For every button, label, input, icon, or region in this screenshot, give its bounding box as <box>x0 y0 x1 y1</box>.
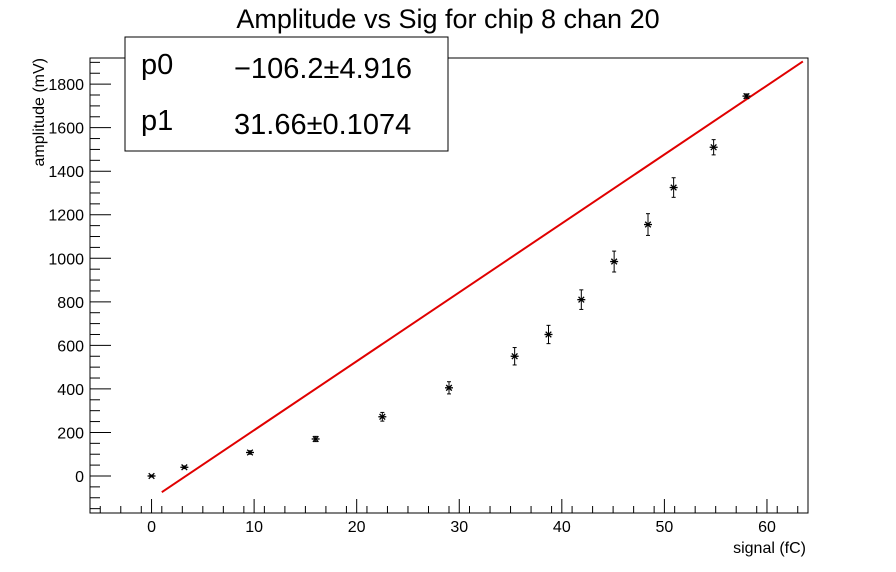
x-tick-label: 60 <box>758 519 776 536</box>
marker-stroke <box>445 384 453 392</box>
x-tick-label: 0 <box>147 519 156 536</box>
data-point <box>311 435 320 443</box>
y-tick-label: 1400 <box>48 164 84 181</box>
stats-p0-error: 4.916 <box>339 53 412 85</box>
data-points <box>147 92 751 480</box>
marker-stroke <box>670 184 677 191</box>
x-tick-label: 20 <box>348 519 366 536</box>
marker-stroke <box>511 352 518 360</box>
stats-p0-mean: −106.2 <box>234 53 324 85</box>
y-tick-label: 1800 <box>48 77 84 94</box>
x-axis-label: signal (fC) <box>733 540 806 557</box>
stats-p0-name: p0 <box>141 49 173 81</box>
marker-stroke <box>743 92 750 100</box>
stats-box-frame <box>124 36 449 152</box>
marker-stroke <box>379 413 386 421</box>
marker-stroke <box>610 258 618 265</box>
stats-p1-name: p1 <box>141 105 173 137</box>
x-tick-label: 10 <box>245 519 263 536</box>
fit-line <box>161 60 804 494</box>
marker-stroke <box>545 331 552 338</box>
axis-ticks: 0 10 20 30 40 50 60020040060080010001200140016… <box>48 61 799 536</box>
marker-stroke <box>181 464 188 471</box>
marker-stroke <box>148 472 155 480</box>
data-point <box>610 250 619 273</box>
stats-p1-value: 31.66±0.1074 <box>234 109 411 141</box>
marker-stroke <box>578 296 585 303</box>
x-tick-label: 50 <box>656 519 674 536</box>
data-point <box>577 289 586 310</box>
y-tick-label: 0 <box>75 469 84 486</box>
data-point <box>643 213 652 236</box>
data-point <box>742 92 751 100</box>
y-tick-label: 600 <box>57 338 84 355</box>
data-point <box>378 411 387 422</box>
fit-line-group <box>161 60 804 494</box>
data-point <box>246 449 255 456</box>
stats-p0-pm: ± <box>324 53 340 85</box>
x-tick-label: 40 <box>553 519 571 536</box>
stats-p1-pm: ± <box>307 109 323 141</box>
data-point <box>544 324 553 345</box>
y-tick-label: 800 <box>57 295 84 312</box>
data-point <box>709 139 718 156</box>
stats-p1-error: 0.1074 <box>323 109 412 141</box>
marker-stroke <box>644 221 652 228</box>
y-tick-label: 1000 <box>48 251 84 268</box>
stats-box: p0 −106.2±4.916 p1 31.66±0.1074 <box>124 36 449 152</box>
y-tick-label: 1200 <box>48 208 84 225</box>
data-point <box>445 381 453 395</box>
y-axis-label: amplitude (mV) <box>31 58 48 166</box>
y-tick-label: 1600 <box>48 121 84 138</box>
y-tick-label: 200 <box>57 425 84 442</box>
marker-stroke <box>246 449 254 456</box>
data-point <box>147 472 156 480</box>
stats-p1-mean: 31.66 <box>234 109 307 141</box>
data-point <box>180 464 189 471</box>
stats-p0-value: −106.2±4.916 <box>234 53 412 85</box>
x-tick-label: 30 <box>450 519 468 536</box>
marker-stroke <box>710 143 717 151</box>
y-tick-label: 400 <box>57 382 84 399</box>
chart-title: Amplitude vs Sig for chip 8 chan 20 <box>236 4 659 34</box>
data-point <box>510 347 519 366</box>
marker-stroke <box>312 435 319 443</box>
data-point <box>669 177 678 198</box>
